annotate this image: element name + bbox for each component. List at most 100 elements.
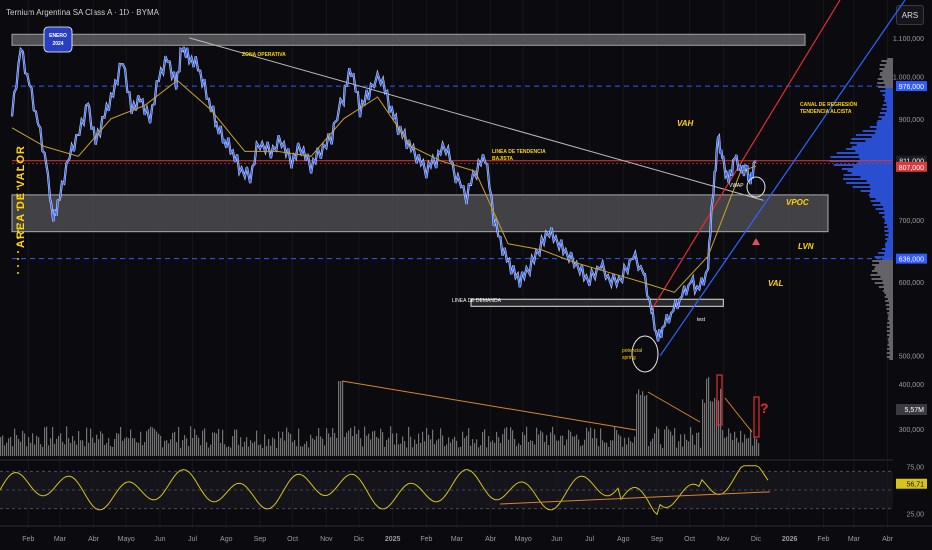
- volume-bar: [592, 438, 594, 456]
- volume-bar: [178, 426, 180, 456]
- profile-bar: [887, 322, 893, 324]
- profile-bar: [860, 176, 893, 178]
- volume-bar: [552, 426, 554, 456]
- volume-bar: [578, 439, 580, 456]
- profile-bar: [886, 62, 893, 64]
- last-price-label-bg: [896, 161, 927, 172]
- x-tick-label: Dic: [751, 536, 762, 543]
- volume-bar: [50, 438, 52, 456]
- volume-bar: [128, 438, 130, 456]
- volume-bar: [488, 436, 490, 456]
- volume-bar: [660, 444, 662, 456]
- volume-bar: [758, 443, 760, 456]
- x-tick-label: Jul: [188, 536, 197, 543]
- volume-bar: [540, 430, 542, 456]
- profile-bar: [889, 336, 893, 338]
- volume-bar: [544, 441, 546, 456]
- volume-bar: [114, 438, 116, 456]
- profile-bar: [885, 246, 893, 248]
- volume-bar: [320, 436, 322, 456]
- volume-trend-arrow-2: [647, 391, 701, 423]
- volume-bar: [212, 432, 214, 456]
- profile-bar: [851, 146, 893, 148]
- volume-bar: [686, 439, 688, 456]
- lvn-label: LVN: [798, 242, 814, 251]
- profile-bar: [885, 220, 893, 222]
- volume-bar: [294, 440, 296, 456]
- volume-bar: [106, 443, 108, 456]
- volume-bar: [504, 428, 506, 456]
- profile-bar: [852, 166, 893, 168]
- channel-label: CANAL DE REGRESIÓN: [800, 100, 858, 108]
- bearish-label: LINEA DE TENDENCIA: [492, 149, 546, 155]
- volume-bar: [712, 401, 714, 456]
- volume-bar: [132, 438, 134, 456]
- volume-bar: [512, 430, 514, 456]
- profile-bar: [843, 174, 893, 176]
- profile-bar: [874, 256, 893, 258]
- volume-bar: [470, 445, 472, 456]
- volume-bar: [134, 438, 136, 456]
- volume-bar: [420, 442, 422, 456]
- volume-bar: [366, 435, 368, 456]
- volume-bar: [422, 431, 424, 456]
- volume-bar: [144, 442, 146, 456]
- volume-bar: [576, 434, 578, 456]
- volume-bar: [306, 441, 308, 456]
- vah-label: VAH: [677, 119, 694, 128]
- profile-bar: [887, 344, 893, 346]
- volume-bar: [86, 427, 88, 456]
- y-tick-label: 700,000: [899, 218, 924, 225]
- volume-bar: [704, 402, 706, 456]
- profile-bar: [858, 154, 893, 156]
- profile-bar: [886, 356, 893, 358]
- volume-bar: [722, 430, 724, 456]
- volume-bar: [562, 435, 564, 456]
- profile-bar: [886, 330, 893, 332]
- volume-bar: [610, 440, 612, 456]
- volume-bar: [492, 440, 494, 456]
- volume-bar: [122, 440, 124, 456]
- volume-bar: [270, 445, 272, 456]
- volume-bar: [4, 445, 6, 456]
- profile-bar: [850, 142, 893, 144]
- profile-bar: [870, 188, 893, 190]
- profile-bar: [857, 162, 893, 164]
- profile-bar: [851, 172, 893, 174]
- volume-tick-label: 400,000: [899, 382, 924, 389]
- volume-bar: [62, 441, 64, 456]
- val-price-label: 636,000: [899, 257, 924, 264]
- volume-bar: [748, 437, 750, 456]
- volume-bar: [312, 438, 314, 456]
- rsi-tick-label: 75,00: [906, 465, 924, 472]
- volume-bar: [198, 437, 200, 456]
- currency-button[interactable]: ARS: [896, 5, 924, 25]
- profile-bar: [876, 124, 893, 126]
- volume-bar: [642, 391, 644, 456]
- profile-bar: [878, 286, 893, 288]
- profile-bar: [886, 110, 893, 112]
- profile-bar: [879, 74, 893, 76]
- volume-bar: [192, 437, 194, 456]
- volume-bar: [26, 446, 28, 456]
- profile-bar: [875, 266, 893, 268]
- volume-bar: [328, 433, 330, 456]
- volume-bar: [386, 439, 388, 456]
- volume-bar: [532, 440, 534, 456]
- profile-bar: [887, 298, 893, 300]
- volume-bar: [416, 443, 418, 456]
- volume-bar: [538, 434, 540, 456]
- volume-bar: [216, 433, 218, 456]
- volume-bar: [370, 439, 372, 456]
- volume-bar: [18, 438, 20, 456]
- volume-bar: [324, 445, 326, 456]
- ema-line: [11, 79, 757, 293]
- volume-bar: [316, 436, 318, 456]
- volume-bar: [586, 427, 588, 456]
- volume-bar: [156, 431, 158, 456]
- profile-bar: [884, 296, 893, 298]
- volume-bar: [260, 444, 262, 456]
- volume-bar: [440, 428, 442, 456]
- x-tick-label: Jun: [154, 536, 165, 543]
